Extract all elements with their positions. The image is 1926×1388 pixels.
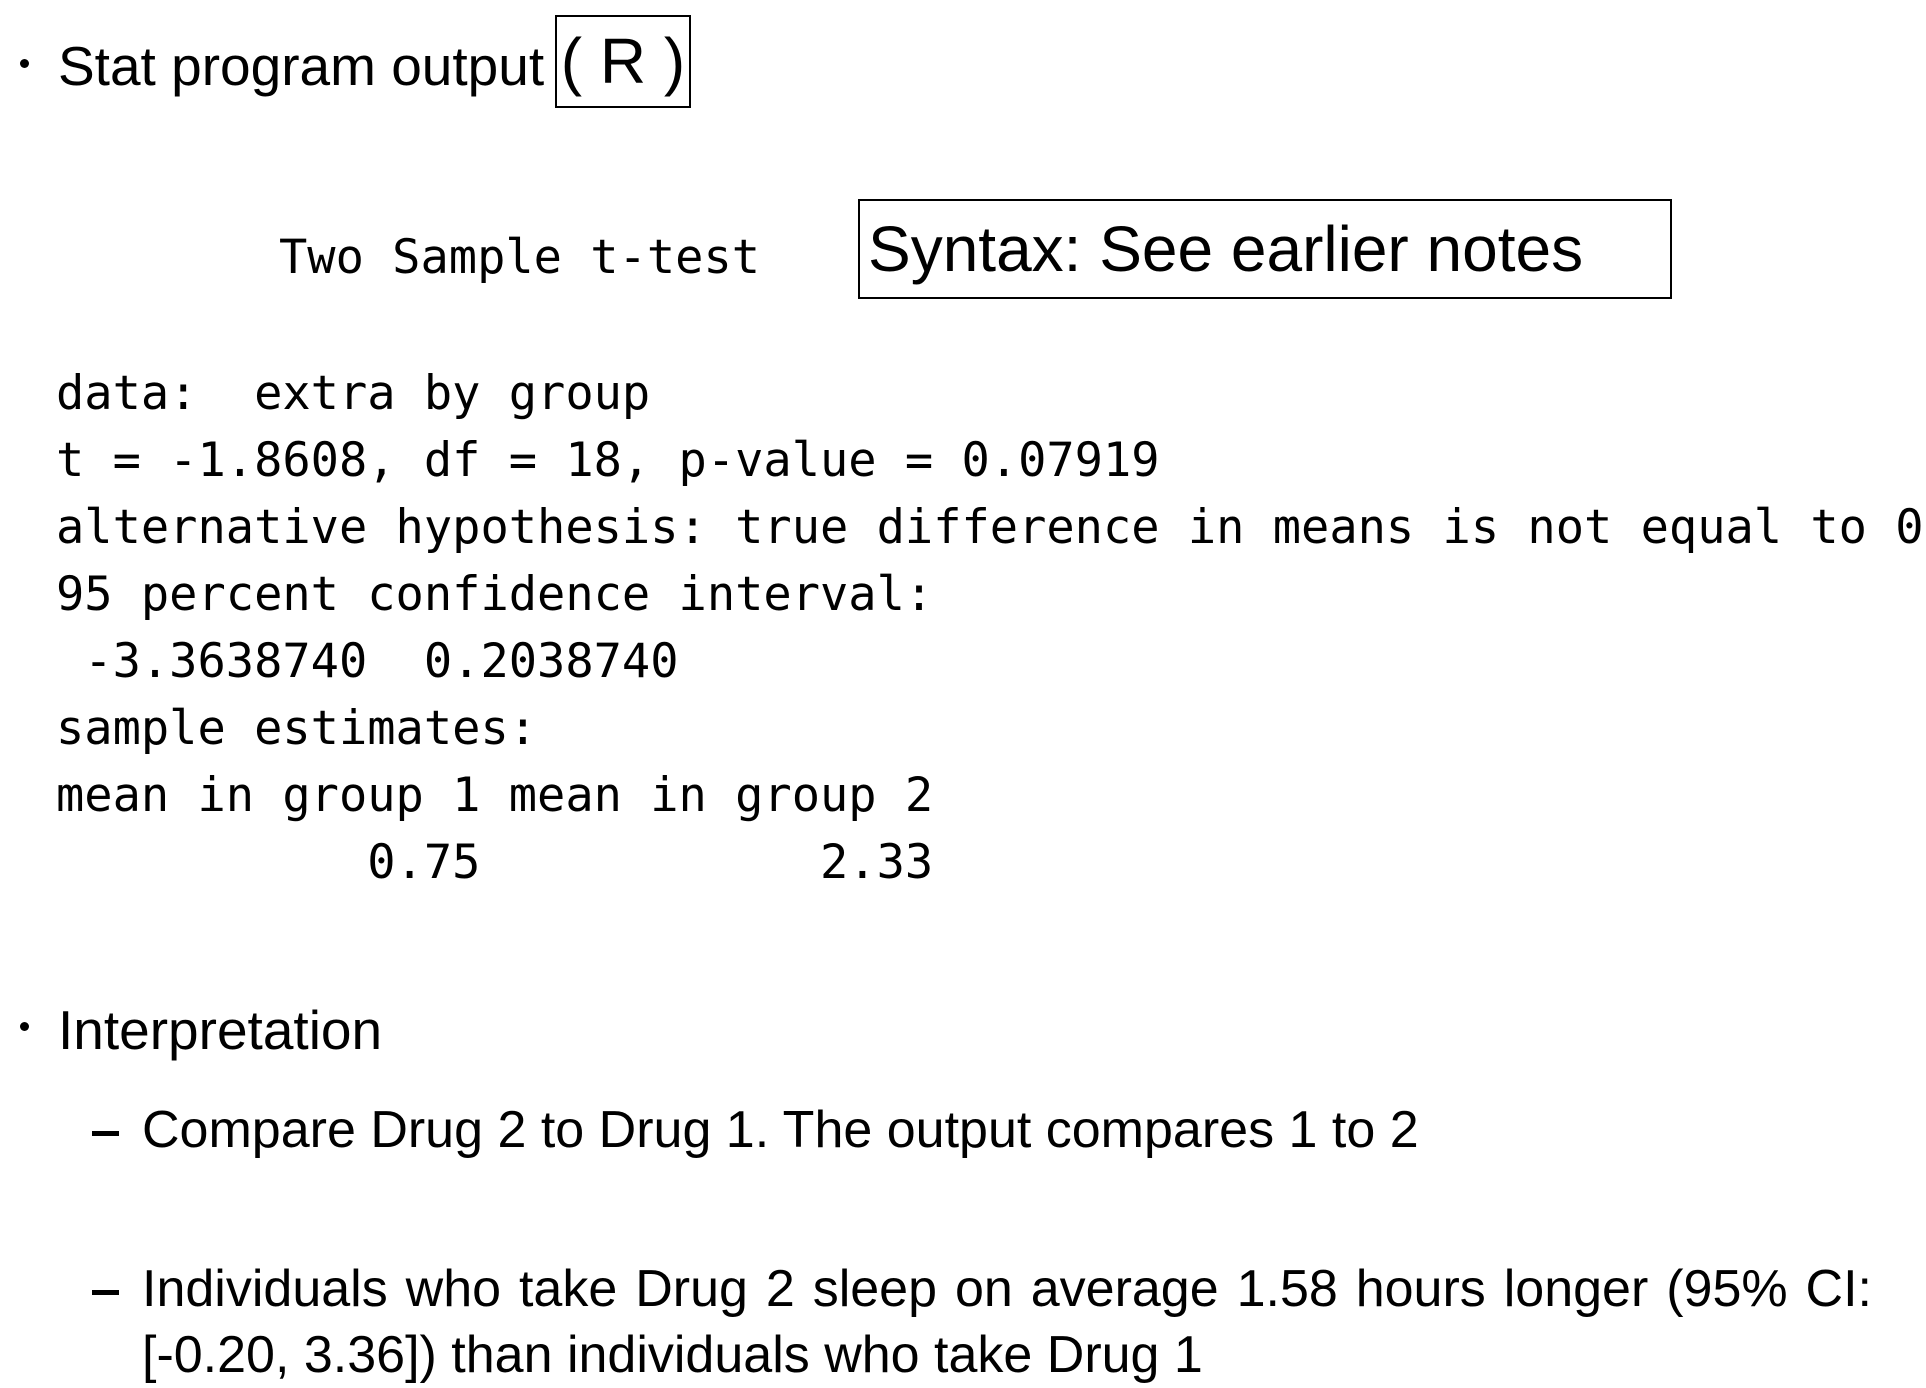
- r-label-box: ( R ): [555, 15, 691, 108]
- test-title: Two Sample t-test: [279, 230, 761, 285]
- dash-marker: [92, 1131, 119, 1136]
- output-line-data: data: extra by group: [56, 366, 651, 421]
- syntax-note-box: Syntax: See earlier notes: [858, 199, 1672, 299]
- r-output-block: data: extra by group t = -1.8608, df = 1…: [56, 360, 1924, 896]
- output-line-estimates-header: mean in group 1 mean in group 2: [56, 768, 934, 823]
- bullet-interpretation: Interpretation: [58, 999, 383, 1061]
- bullet-point: [20, 1022, 29, 1031]
- output-line-ci-values: -3.3638740 0.2038740: [56, 634, 679, 689]
- output-line-estimates-label: sample estimates:: [56, 701, 538, 756]
- output-line-alternative: alternative hypothesis: true difference …: [56, 500, 1924, 555]
- bullet-stat-program-output: Stat program output: [58, 35, 545, 97]
- bullet-point: [20, 59, 29, 68]
- output-line-ci-label: 95 percent confidence interval:: [56, 567, 934, 622]
- interpretation-item-result: Individuals who take Drug 2 sleep on ave…: [142, 1260, 1872, 1384]
- dash-marker: [92, 1290, 119, 1295]
- interpretation-item-compare: Compare Drug 2 to Drug 1. The output com…: [142, 1101, 1419, 1159]
- output-line-statistic: t = -1.8608, df = 18, p-value = 0.07919: [56, 433, 1160, 488]
- output-line-estimates-values: 0.75 2.33: [56, 835, 934, 890]
